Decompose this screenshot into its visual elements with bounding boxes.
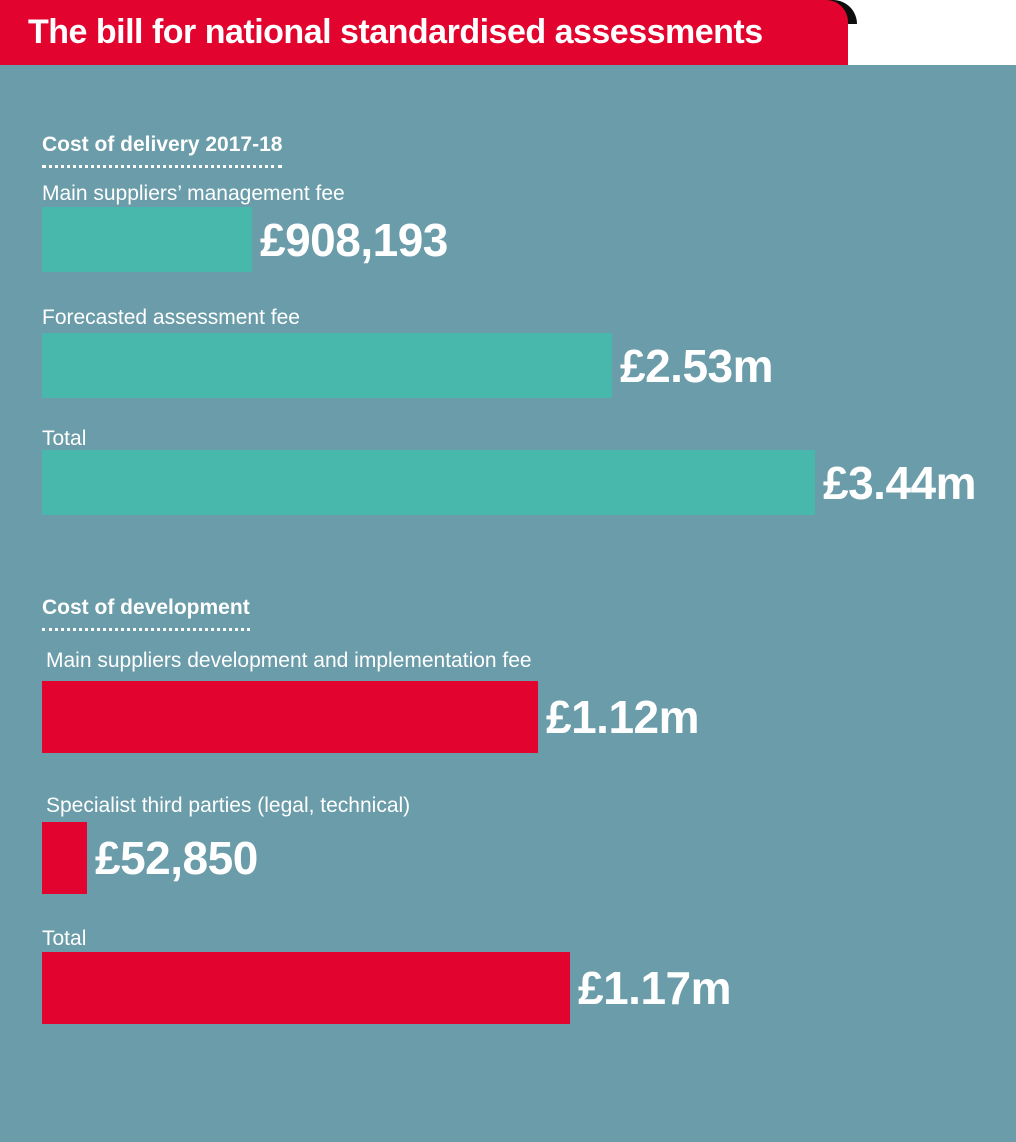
bar-row-assessment-fee: £2.53m [42,333,774,398]
bar-row-third-parties: £52,850 [42,822,258,894]
title-banner: The bill for national standardised asses… [0,0,848,65]
bar-row-development-fee: £1.12m [42,681,700,753]
bar-third-parties [42,822,87,894]
section-heading-development-text: Cost of development [42,596,250,631]
bar-delivery-total [42,450,815,515]
chart-area: Cost of delivery 2017-18 Main suppliers’… [0,65,1016,1142]
bar-label-delivery-total: Total [42,427,87,450]
chart-title: The bill for national standardised asses… [28,13,763,51]
bar-value-management-fee: £908,193 [260,213,448,266]
bar-row-management-fee: £908,193 [42,207,448,272]
section-heading-delivery: Cost of delivery 2017-18 [42,133,283,168]
bar-value-assessment-fee: £2.53m [620,339,774,392]
bar-assessment-fee [42,333,612,398]
section-heading-development: Cost of development [42,596,250,631]
bar-label-development-fee: Main suppliers development and implement… [46,649,532,672]
bar-value-development-fee: £1.12m [546,691,700,743]
bar-row-development-total: £1.17m [42,952,732,1024]
bar-value-delivery-total: £3.44m [823,456,977,509]
bar-management-fee [42,207,252,272]
bar-label-development-total: Total [42,927,87,950]
bar-value-third-parties: £52,850 [95,832,258,884]
section-heading-delivery-text: Cost of delivery 2017-18 [42,133,283,168]
bar-row-delivery-total: £3.44m [42,450,977,515]
bar-label-assessment-fee: Forecasted assessment fee [42,306,300,329]
bar-label-management-fee: Main suppliers’ management fee [42,182,345,205]
bar-development-total [42,952,570,1024]
bar-value-development-total: £1.17m [578,962,732,1014]
bar-development-fee [42,681,538,753]
bar-label-third-parties: Specialist third parties (legal, technic… [46,794,411,817]
